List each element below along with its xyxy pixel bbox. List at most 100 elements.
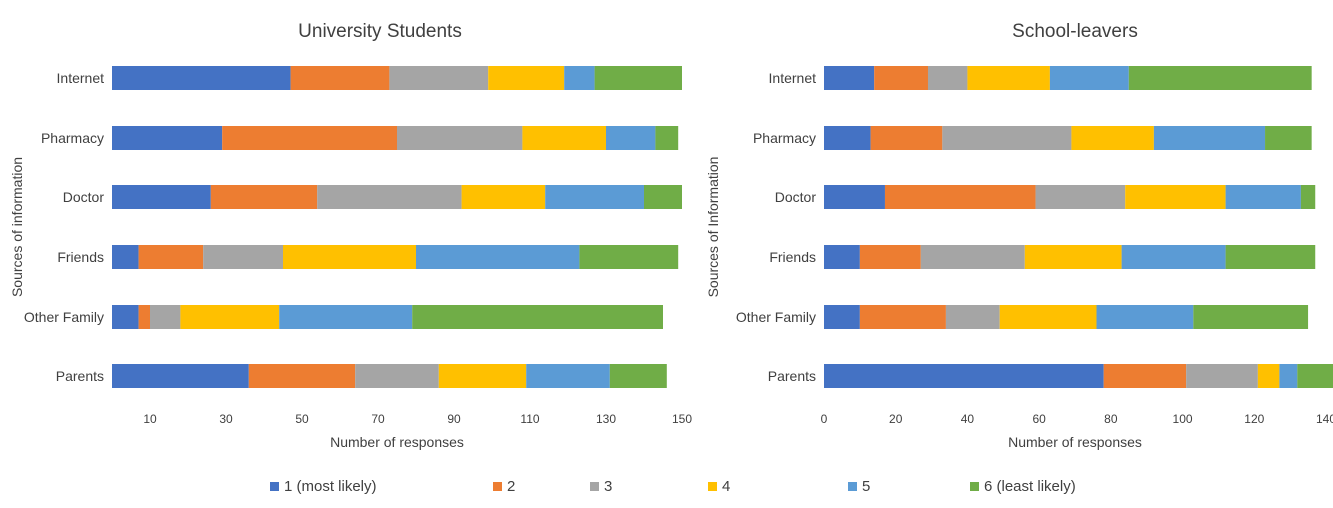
legend-item: 5 xyxy=(848,478,870,495)
x-tick-label: 30 xyxy=(219,412,233,426)
bar-segment xyxy=(945,305,1000,329)
bar-segment xyxy=(1035,185,1126,209)
category-label: Friends xyxy=(57,249,104,265)
bar-segment xyxy=(870,126,943,150)
bar-segment xyxy=(824,305,860,329)
bar-segment xyxy=(545,185,644,209)
bar-segment xyxy=(1103,364,1187,388)
bar-segment xyxy=(579,245,679,269)
x-tick-label: 60 xyxy=(1032,412,1046,426)
bar-segment xyxy=(1186,364,1258,388)
bar-segment xyxy=(606,126,656,150)
bar-segment xyxy=(1049,66,1129,90)
x-tick-label: 50 xyxy=(295,412,309,426)
bar-segment xyxy=(594,66,682,90)
x-tick-label: 70 xyxy=(371,412,385,426)
legend-label: 1 (most likely) xyxy=(284,478,377,495)
legend-swatch xyxy=(848,482,857,491)
bar-segment xyxy=(283,245,416,269)
chart-title: University Students xyxy=(298,21,462,42)
bar-segment xyxy=(1193,305,1309,329)
x-tick-label: 100 xyxy=(1173,412,1193,426)
bar-segment xyxy=(290,66,390,90)
legend-item: 2 xyxy=(493,478,515,495)
x-tick-label: 10 xyxy=(143,412,157,426)
x-tick-label: 140 xyxy=(1316,412,1333,426)
bar-segment xyxy=(859,305,946,329)
bar-segment xyxy=(1279,364,1298,388)
category-label: Internet xyxy=(57,70,105,86)
bar-segment xyxy=(884,185,1036,209)
y-axis-label: Sources of Information xyxy=(705,157,721,298)
category-label: Parents xyxy=(56,368,104,384)
bar-segment xyxy=(317,185,462,209)
bar-segment xyxy=(438,364,527,388)
legend-swatch xyxy=(590,482,599,491)
bar-segment xyxy=(655,126,679,150)
bar-segment xyxy=(112,245,139,269)
x-tick-label: 40 xyxy=(961,412,975,426)
bar-segment xyxy=(279,305,413,329)
bar-segment xyxy=(488,66,565,90)
bar-segment xyxy=(112,305,139,329)
category-label: Doctor xyxy=(775,189,817,205)
bar-segment xyxy=(1225,245,1316,269)
bar-segment xyxy=(526,364,610,388)
bar-segment xyxy=(1024,245,1122,269)
bar-segment xyxy=(564,66,595,90)
legend-item: 6 (least likely) xyxy=(970,478,1076,495)
bar-segment xyxy=(920,245,1025,269)
bar-segment xyxy=(927,66,968,90)
legend-item: 4 xyxy=(708,478,730,495)
legend-label: 6 (least likely) xyxy=(984,478,1076,495)
category-label: Pharmacy xyxy=(41,130,104,146)
legend-swatch xyxy=(970,482,979,491)
bar-segment xyxy=(1153,126,1266,150)
bar-segment xyxy=(1096,305,1194,329)
x-tick-label: 130 xyxy=(596,412,616,426)
bar-segment xyxy=(112,66,291,90)
legend-label: 2 xyxy=(507,478,516,495)
bar-segment xyxy=(999,305,1097,329)
bar-segment xyxy=(874,66,928,90)
bar-segment xyxy=(355,364,439,388)
x-tick-label: 120 xyxy=(1244,412,1264,426)
y-axis-label: Sources of information xyxy=(9,157,25,297)
category-label: Other Family xyxy=(736,309,816,325)
bar-segment xyxy=(222,126,397,150)
bar-segment xyxy=(644,185,682,209)
bar-segment xyxy=(1121,245,1226,269)
bar-segment xyxy=(461,185,546,209)
bar-segment xyxy=(210,185,318,209)
category-label: Friends xyxy=(769,249,816,265)
legend-label: 3 xyxy=(604,478,613,495)
legend-label: 5 xyxy=(862,478,871,495)
bar-segment xyxy=(397,126,523,150)
bar-segment xyxy=(180,305,280,329)
bar-segment xyxy=(138,245,204,269)
category-label: Internet xyxy=(769,70,817,86)
chart-title: School-leavers xyxy=(1012,21,1138,42)
bar-segment xyxy=(1297,364,1333,388)
x-tick-label: 150 xyxy=(672,412,692,426)
category-label: Other Family xyxy=(24,309,104,325)
bar-segment xyxy=(824,245,860,269)
legend-swatch xyxy=(493,482,502,491)
x-tick-label: 80 xyxy=(1104,412,1118,426)
legend-item: 3 xyxy=(590,478,612,495)
legend-swatch xyxy=(270,482,279,491)
x-tick-label: 0 xyxy=(821,412,828,426)
bar-segment xyxy=(824,185,885,209)
bar-segment xyxy=(1265,126,1312,150)
x-tick-label: 20 xyxy=(889,412,903,426)
bar-segment xyxy=(824,66,875,90)
x-tick-label: 90 xyxy=(447,412,461,426)
legend-label: 4 xyxy=(722,478,731,495)
bar-segment xyxy=(1071,126,1154,150)
legend-item: 1 (most likely) xyxy=(270,478,377,495)
bar-segment xyxy=(412,305,663,329)
bar-segment xyxy=(112,364,249,388)
bar-segment xyxy=(389,66,489,90)
